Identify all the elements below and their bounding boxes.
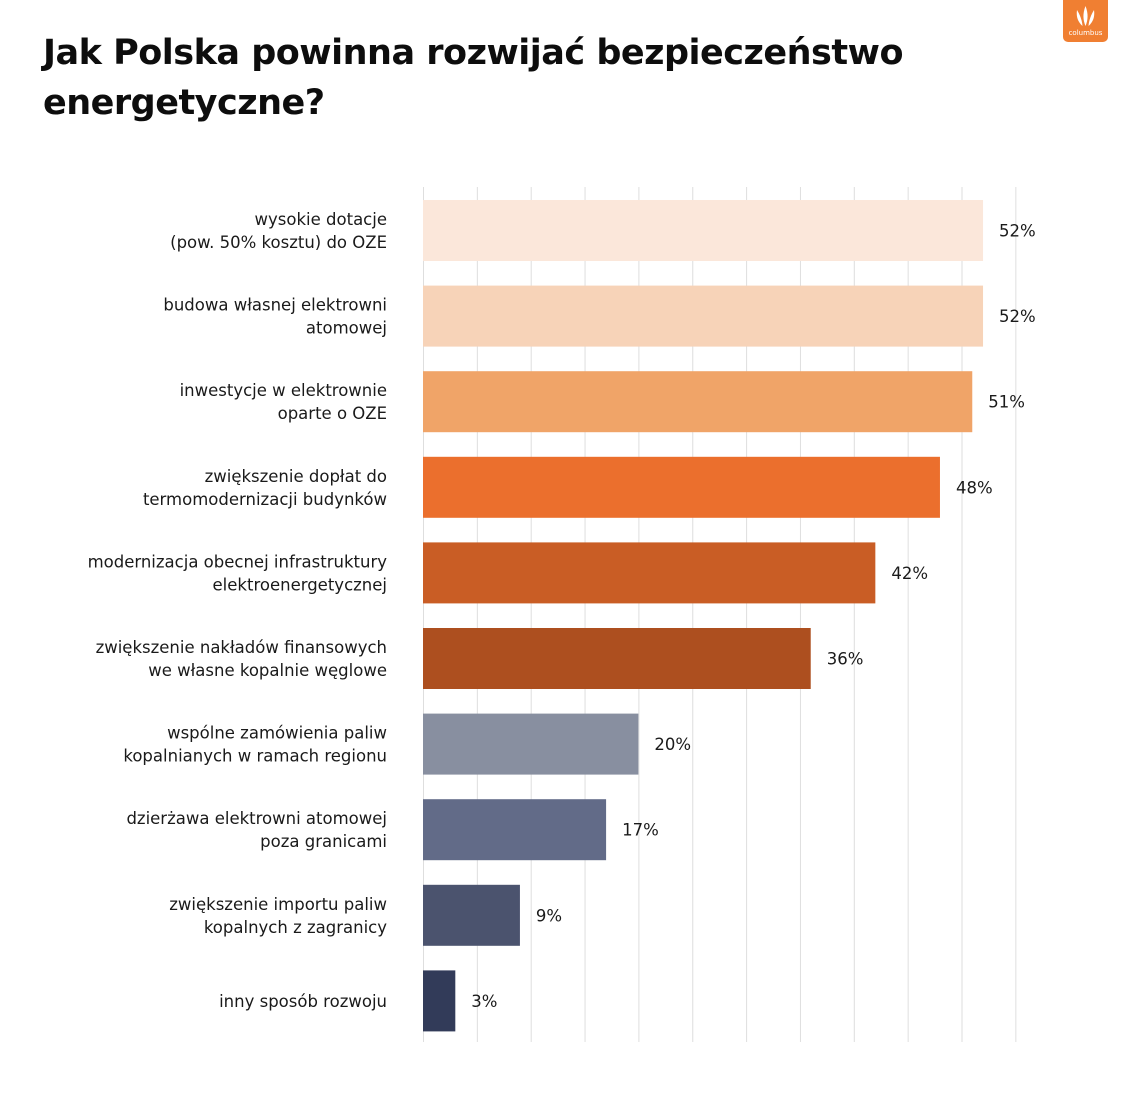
- value-label: 36%: [827, 650, 864, 669]
- category-label: inny sposób rozwoju: [219, 992, 387, 1011]
- logo-text: columbus: [1068, 29, 1103, 37]
- bar: [423, 371, 973, 433]
- category-label: we własne kopalnie węglowe: [148, 661, 387, 680]
- category-label: termomodernizacji budynków: [143, 490, 387, 509]
- category-label: zwiększenie nakładów finansowych: [96, 638, 387, 657]
- bar: [423, 970, 456, 1032]
- value-label: 52%: [999, 307, 1036, 326]
- value-label: 3%: [471, 992, 497, 1011]
- chart-bars: [423, 200, 984, 1032]
- value-label: 42%: [891, 564, 928, 583]
- bar: [423, 884, 520, 946]
- chart-title: Jak Polska powinna rozwijać bezpieczeńst…: [43, 33, 904, 123]
- category-label: oparte o OZE: [278, 404, 387, 423]
- category-label: kopalnianych w ramach regionu: [123, 747, 387, 766]
- bar: [423, 456, 940, 518]
- category-label: atomowej: [306, 319, 387, 338]
- category-label: wysokie dotacje: [255, 210, 387, 229]
- category-label: poza granicami: [260, 832, 387, 851]
- category-label: budowa własnej elektrowni: [163, 296, 387, 315]
- category-label: dzierżawa elektrowni atomowej: [126, 809, 387, 828]
- category-label: wspólne zamówienia paliw: [167, 724, 387, 743]
- value-label: 51%: [988, 393, 1025, 412]
- category-label: modernizacja obecnej infrastruktury: [88, 552, 388, 571]
- bar: [423, 799, 607, 861]
- bar: [423, 200, 984, 261]
- category-label: inwestycje w elektrownie: [180, 381, 387, 400]
- bar: [423, 713, 639, 775]
- value-label: 48%: [956, 478, 993, 497]
- value-label: 20%: [654, 735, 691, 754]
- category-labels: wysokie dotacje (pow. 50% kosztu) do OZE b…: [88, 210, 388, 1011]
- value-label: 17%: [622, 821, 659, 840]
- value-labels: 52% 52% 51% 48% 42% 36% 20% 17% 9% 3%: [471, 222, 1035, 1011]
- value-label: 9%: [536, 906, 562, 925]
- category-label: kopalnych z zagranicy: [204, 918, 387, 937]
- bar: [423, 285, 984, 347]
- flame-icon: [1076, 6, 1095, 26]
- category-label: zwiększenie importu paliw: [169, 895, 387, 914]
- bar: [423, 542, 876, 604]
- category-label: zwiększenie dopłat do: [205, 467, 387, 486]
- columbus-logo: columbus: [1063, 0, 1108, 42]
- category-label: elektroenergetycznej: [213, 575, 387, 594]
- bar: [423, 628, 811, 689]
- value-label: 52%: [999, 222, 1036, 241]
- category-label: (pow. 50% kosztu) do OZE: [170, 233, 387, 252]
